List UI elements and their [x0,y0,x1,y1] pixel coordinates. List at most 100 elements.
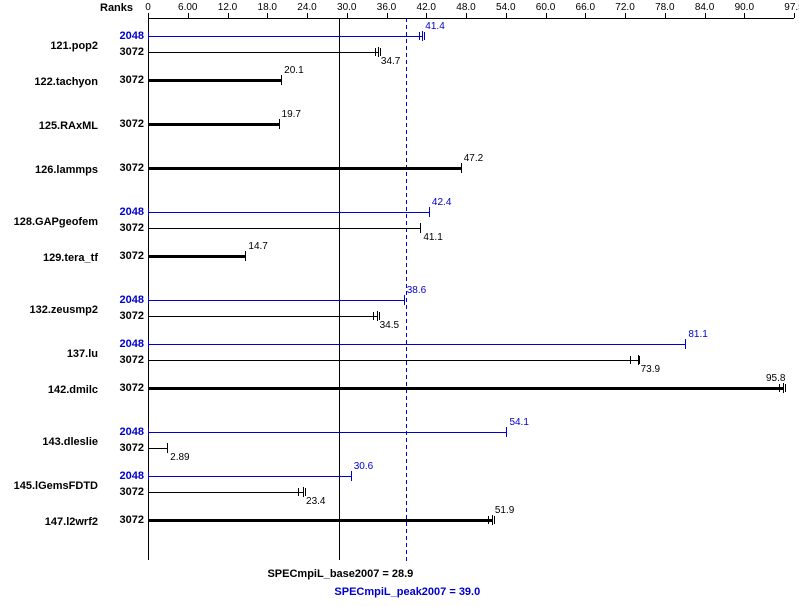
bar-start-cap [148,444,149,452]
ref-line-peak-dash [406,501,407,505]
bar-start-cap [148,48,149,56]
rank-label: 3072 [108,74,144,86]
benchmark-name: 126.lammps [0,164,98,176]
ref-line-peak-dash [406,375,407,379]
bar-value: 19.7 [282,109,301,120]
ref-line-peak-dash [406,354,407,358]
bar-value: 30.6 [354,461,373,472]
ref-line-peak-dash [406,25,407,29]
ref-line-peak-dash [406,487,407,491]
bar-end-cap [167,443,168,453]
error-tick [380,48,381,56]
ref-line-peak-dash [406,326,407,330]
ref-line-peak-dash [406,256,407,260]
bar-value: 73.9 [641,364,660,375]
bar [148,228,420,229]
bar-end-cap [303,487,304,497]
error-tick [298,488,299,496]
benchmark-name: 145.lGemsFDTD [0,480,98,492]
bar [148,52,378,53]
rank-label: 3072 [108,222,144,234]
bar-start-cap [148,356,149,364]
bar-start-cap [148,340,149,348]
bar [148,300,404,301]
rank-label: 2048 [108,206,144,218]
bar-end-cap [279,119,280,129]
bar-value: 81.1 [688,329,707,340]
spec-chart: Ranks06.0012.018.024.030.036.042.048.054… [0,0,799,606]
x-tick [506,13,507,18]
error-tick [305,488,306,496]
bar-end-cap [404,295,405,305]
ref-line-peak-dash [406,277,407,281]
benchmark-name: 125.RAxML [0,120,98,132]
x-axis [148,18,794,19]
ref-line-peak-dash [406,88,407,92]
bar-start-cap [148,428,149,436]
rank-label: 2048 [108,294,144,306]
x-tick-label: 97.5 [784,2,799,13]
ref-line-base [339,18,340,560]
x-tick [466,13,467,18]
ref-line-peak-dash [406,557,407,561]
bar [148,432,506,433]
bar-value: 51.9 [495,505,514,516]
ref-line-peak-dash [406,424,407,428]
error-tick [424,32,425,40]
error-tick [785,384,786,392]
x-tick-label: 12.0 [218,2,237,13]
rank-label: 3072 [108,442,144,454]
ref-line-peak-dash [406,74,407,78]
ranks-header: Ranks [100,2,133,14]
ref-line-peak-dash [406,95,407,99]
bar-start-cap [148,488,149,496]
bar-end-cap [281,75,282,85]
ref-line-peak-dash [406,242,407,246]
bar-start-cap [148,76,149,84]
ref-line-peak-dash [406,81,407,85]
ref-line-peak-dash [406,200,407,204]
ref-line-peak-dash [406,403,407,407]
rank-label: 3072 [108,46,144,58]
bar-end-cap [377,311,378,321]
ref-line-peak-dash [406,39,407,43]
ref-line-peak-dash [406,144,407,148]
rank-label: 2048 [108,338,144,350]
x-tick-label: 42.0 [417,2,436,13]
ref-line-peak-dash [406,60,407,64]
ref-line-peak-dash [406,522,407,526]
bar [148,344,685,345]
rank-label: 2048 [108,30,144,42]
x-tick-label: 84.0 [695,2,714,13]
bar [148,316,377,317]
bar-end-cap [378,47,379,57]
bar-start-cap [148,252,149,260]
bar-value: 34.7 [381,56,400,67]
bar-start-cap [148,384,149,392]
benchmark-name: 143.dleslie [0,436,98,448]
x-tick [267,13,268,18]
ref-line-peak-dash [406,480,407,484]
ref-line-peak-dash [406,312,407,316]
ref-line-peak-dash [406,123,407,127]
x-tick [347,13,348,18]
bar-start-cap [148,224,149,232]
x-tick-label: 18.0 [258,2,277,13]
ref-line-peak-dash [406,228,407,232]
bar-start-cap [148,296,149,304]
ref-line-peak-dash [406,179,407,183]
ref-line-peak-dash [406,389,407,393]
ref-line-peak-dash [406,172,407,176]
ref-line-peak-dash [406,382,407,386]
ref-line-peak-dash [406,361,407,365]
bar-start-cap [148,208,149,216]
benchmark-name: 132.zeusmp2 [0,304,98,316]
benchmark-name: 122.tachyon [0,76,98,88]
bar-start-cap [148,32,149,40]
bar-end-cap [420,223,421,233]
x-tick-label: 78.0 [655,2,674,13]
ref-line-peak-dash [406,109,407,113]
bar-value: 34.5 [380,320,399,331]
x-tick [546,13,547,18]
rank-label: 3072 [108,514,144,526]
